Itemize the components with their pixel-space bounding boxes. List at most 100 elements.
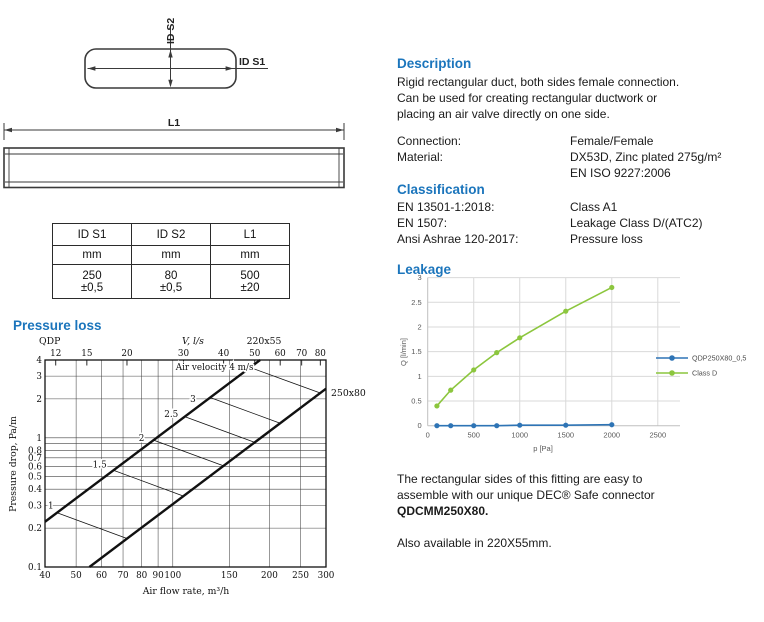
arrowhead-left-icon [4, 127, 12, 133]
x-tick-label: 1000 [511, 431, 528, 440]
table-values-row: 250 ±0,5 80 ±0,5 500 ±20 [52, 264, 290, 299]
top-tick-label: 12 [50, 349, 61, 359]
value: 500 [240, 269, 260, 282]
spec-label: Material: [397, 150, 444, 164]
footer-line: assemble with our unique DEC® Safe conne… [397, 488, 655, 502]
y-tick-label: 2 [418, 322, 422, 331]
x-tick-label: 2000 [603, 431, 620, 440]
top-axis-title: V, l/s [182, 336, 204, 347]
data-point [517, 335, 523, 341]
data-point [609, 422, 615, 428]
y-tick-label: 0.1 [28, 563, 42, 573]
x-tick-label: 500 [467, 431, 480, 440]
arrowhead-left-icon [87, 66, 96, 71]
data-point [471, 367, 477, 373]
classification-row: EN 13501-1:2018: Class A1 [397, 199, 753, 215]
y-tick-label: 0.4 [28, 485, 42, 495]
y-tick-label: 0.7 [28, 454, 42, 464]
velocity-line-3 [209, 397, 281, 424]
y-tick-label: 0 [418, 421, 422, 430]
y-tick-label: 0.2 [28, 524, 42, 534]
legend-marker [669, 370, 675, 376]
top-tick-label: 15 [81, 349, 92, 359]
data-point [517, 422, 523, 428]
size-250x80-label: 250x80 [331, 388, 366, 399]
x-tick-label: 90 [152, 571, 164, 581]
data-point [563, 422, 569, 428]
series-line-Class D [436, 286, 613, 407]
velocity-line-2 [153, 439, 224, 467]
standard-label: Ansi Ashrae 120-2017: [397, 232, 519, 246]
velocity-line-2.5 [184, 416, 255, 443]
y-tick-label: 2 [36, 395, 42, 405]
tolerance: ±0,5 [159, 281, 183, 294]
y-tick-label: 0.8 [28, 446, 42, 456]
velocity-label: 1 [48, 501, 54, 511]
tolerance: ±20 [240, 281, 260, 294]
table-header-row: ID S1 ID S2 L1 [52, 223, 290, 246]
spec-row-connection: Connection: Female/Female [397, 133, 753, 149]
leakage-heading: Leakage [397, 262, 452, 277]
unit-cell: mm [52, 245, 132, 265]
leakage-chart: 0 0.5 1 1.5 2 2.5 3 0 500 1000 1500 2000 2500 Q [l/mi… [399, 273, 746, 453]
unit-cell: mm [131, 245, 211, 265]
velocity-label: 3 [190, 395, 196, 405]
y-tick-label: 3 [36, 372, 42, 382]
air-velocity-annotation: Air velocity 4 m/s [175, 363, 254, 373]
description-heading: Description [397, 56, 472, 71]
spec-label: Connection: [397, 134, 462, 148]
pressure-loss-heading: Pressure loss [13, 318, 102, 333]
arrowhead-right-icon [336, 127, 344, 133]
velocity-line-4 [250, 367, 321, 394]
connector-code: QDCMM250X80. [397, 504, 489, 518]
y-tick-label: 0.5 [411, 397, 421, 406]
standard-value: Leakage Class D/(ATC2) [570, 216, 703, 230]
x-tick-label: 0 [426, 431, 430, 440]
x-tick-label: 2500 [649, 431, 666, 440]
tolerance: ±0,5 [80, 281, 104, 294]
velocity-line-1 [56, 512, 128, 539]
duct-line-250x80 [88, 387, 327, 568]
description-text: Rigid rectangular duct, both sides femal… [397, 75, 680, 121]
y-tick-label: 3 [418, 273, 422, 282]
top-tick-label: 20 [121, 349, 133, 359]
data-point [434, 423, 440, 429]
velocity-line-1.5 [113, 469, 184, 497]
value: 250 [82, 269, 102, 282]
value-cell: 250 ±0,5 [52, 264, 132, 299]
value-cell: 500 ±20 [210, 264, 290, 299]
y-tick-label: 1.5 [411, 347, 421, 356]
x-tick-label: 300 [318, 571, 335, 581]
duct-line-220x55 [44, 359, 261, 523]
x-tick-label: 150 [221, 571, 238, 581]
top-tick-label: 70 [296, 349, 308, 359]
data-point [494, 350, 500, 356]
spec-value: Female/Female [570, 134, 654, 148]
x-tick-label: 50 [71, 571, 83, 581]
arrowhead-up-icon [168, 49, 173, 58]
footer-text-block: The rectangular sides of this fitting ar… [397, 471, 753, 551]
spec-row-material: Material: DX53D, Zinc plated 275g/m² EN … [397, 149, 753, 181]
x-tick-label: 80 [136, 571, 148, 581]
y-axis-title: Q [l/min] [399, 338, 408, 366]
x-tick-label: 250 [292, 571, 309, 581]
top-tick-label: 40 [218, 349, 230, 359]
unit-cell: mm [210, 245, 290, 265]
velocity-label: 2.5 [164, 410, 178, 420]
data-point [434, 403, 440, 409]
y-tick-label: 0.5 [28, 473, 42, 483]
x-tick-label: 40 [39, 571, 51, 581]
arrowhead-down-icon [168, 79, 173, 88]
y-axis-title: Pressure drop, Pa/m [8, 416, 19, 512]
y-tick-label: 1 [36, 434, 42, 444]
standard-value: Pressure loss [570, 232, 643, 246]
classification-heading: Classification [397, 182, 485, 197]
legend-marker [669, 355, 675, 361]
top-tick-label: 80 [315, 349, 327, 359]
data-point [494, 423, 500, 429]
data-point [471, 423, 477, 429]
duct-side-view-outline [3, 147, 345, 189]
data-point [609, 284, 615, 291]
